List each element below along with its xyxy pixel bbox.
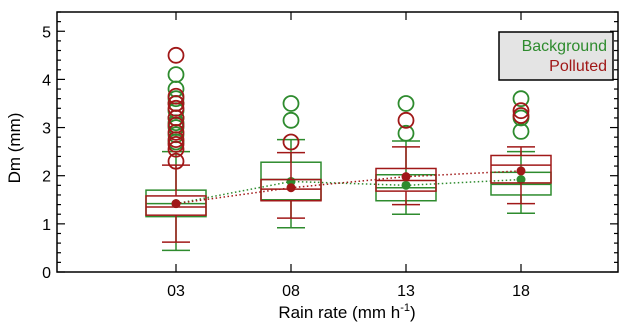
outlier-point: [167, 116, 185, 134]
outlier-point: [397, 124, 415, 142]
box-iqr: [490, 154, 552, 184]
y-tick-label: 4: [42, 72, 51, 89]
legend-label-background: Background: [522, 38, 607, 55]
y-tick-label: 0: [42, 265, 51, 282]
y-tick-label: 5: [42, 24, 51, 41]
x-tick-label: 18: [512, 283, 530, 300]
y-axis-title: Dm (mm): [5, 113, 24, 184]
box-iqr: [260, 178, 322, 202]
box-polluted-18: [490, 102, 552, 205]
outlier-point: [167, 152, 185, 170]
outlier-point: [282, 95, 300, 112]
plot-layer: [145, 46, 552, 252]
outlier-point: [167, 136, 185, 153]
legend-label-polluted: Polluted: [549, 58, 607, 75]
outlier-point: [167, 66, 185, 83]
mean-line-background: [175, 178, 522, 205]
outlier-point: [167, 140, 185, 158]
mean-point: [171, 199, 181, 209]
outlier-point: [167, 46, 185, 64]
y-tick-label: 2: [42, 169, 51, 186]
outlier-point: [397, 111, 415, 129]
axes-layer: 0 1 2 3 4 5 03 08 13 18: [42, 11, 619, 300]
series-polluted: [145, 46, 552, 243]
x-axis-title-sup: -1: [400, 302, 410, 314]
box-iqr: [145, 195, 207, 216]
outlier-point: [512, 107, 530, 124]
outlier-point: [167, 87, 185, 105]
y-tick-label: 1: [42, 217, 51, 234]
plot-frame: [56, 11, 619, 273]
x-axis-title-close: ): [410, 303, 416, 322]
legend-box: [498, 31, 614, 81]
mean-point: [401, 172, 411, 182]
box-polluted-13: [375, 111, 437, 206]
mean-line-polluted: [175, 170, 522, 205]
legend: Background Polluted: [498, 31, 614, 81]
mean-point: [286, 183, 296, 193]
mean-point: [516, 166, 526, 176]
x-axis-title-main: Rain rate (mm h: [278, 303, 400, 322]
x-axis-title: Rain rate (mm h-1): [278, 302, 415, 322]
x-tick-label: 03: [167, 283, 185, 300]
outlier-point: [282, 133, 300, 151]
x-tick-label: 08: [282, 283, 300, 300]
x-tick-label: 13: [397, 283, 415, 300]
outlier-point: [167, 95, 185, 112]
box-polluted-03: [145, 46, 207, 243]
outlier-point: [512, 102, 530, 120]
outlier-point: [167, 99, 185, 117]
mean-point: [401, 180, 411, 190]
outlier-point: [512, 90, 530, 108]
mean-point: [516, 175, 526, 185]
y-tick-label: 3: [42, 121, 51, 138]
box-polluted-08: [260, 133, 322, 219]
outlier-point: [282, 111, 300, 129]
outlier-point: [397, 95, 415, 112]
